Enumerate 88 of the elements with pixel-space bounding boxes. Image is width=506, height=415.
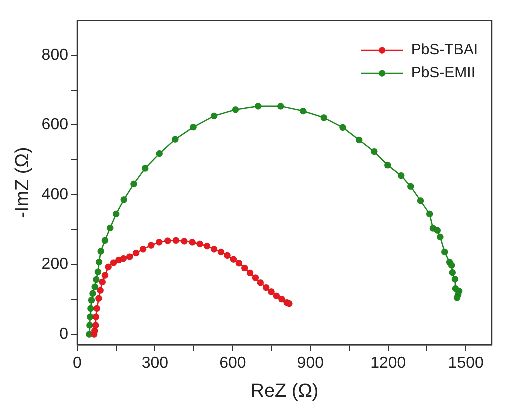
point xyxy=(96,258,103,266)
point xyxy=(262,284,270,292)
point xyxy=(106,224,114,232)
point xyxy=(448,262,456,270)
x-tick-label: 600 xyxy=(220,355,246,372)
point xyxy=(236,260,243,267)
x-axis-title: ReZ (Ω) xyxy=(250,380,319,402)
point xyxy=(120,255,128,262)
point xyxy=(417,197,424,204)
y-tick-label: 600 xyxy=(42,116,69,134)
y-axis-title: -ImZ (Ω) xyxy=(12,147,34,218)
point xyxy=(92,276,100,284)
point xyxy=(384,162,392,169)
point xyxy=(87,305,95,312)
point xyxy=(92,314,100,321)
point xyxy=(140,246,147,253)
point xyxy=(156,238,163,246)
point xyxy=(254,102,262,110)
point xyxy=(112,210,120,218)
point xyxy=(92,284,99,291)
y-tick-label: 800 xyxy=(42,46,69,64)
point xyxy=(94,305,101,312)
point xyxy=(218,248,225,256)
point xyxy=(277,102,284,110)
point xyxy=(441,248,448,256)
point xyxy=(252,274,260,282)
x-tick-label: 0 xyxy=(73,355,82,372)
point xyxy=(102,272,109,280)
point xyxy=(452,276,459,283)
point xyxy=(339,124,347,132)
point xyxy=(241,264,248,272)
y-tick-label: 400 xyxy=(42,186,69,204)
point xyxy=(190,124,198,131)
point xyxy=(99,278,106,286)
point xyxy=(188,238,196,246)
point xyxy=(180,238,188,245)
point xyxy=(86,322,94,330)
point xyxy=(454,294,461,302)
point xyxy=(210,246,218,253)
x-tick-label: 900 xyxy=(297,355,324,372)
point xyxy=(142,164,149,172)
point xyxy=(268,288,276,296)
point xyxy=(257,279,264,286)
point xyxy=(148,242,155,250)
point xyxy=(130,180,138,188)
point xyxy=(120,196,128,204)
point xyxy=(300,108,307,115)
point xyxy=(196,240,204,248)
point xyxy=(224,252,232,260)
point xyxy=(398,172,405,180)
point xyxy=(164,238,172,245)
point xyxy=(407,183,414,190)
point xyxy=(273,292,280,300)
x-tick-label: 1500 xyxy=(448,355,484,372)
point xyxy=(102,237,109,244)
point xyxy=(232,106,240,114)
point xyxy=(126,254,134,261)
point xyxy=(356,136,363,144)
legend-label: PbS-EMII xyxy=(411,64,476,82)
point xyxy=(246,270,254,277)
point xyxy=(426,210,434,218)
point xyxy=(204,242,211,250)
point xyxy=(132,250,140,257)
point xyxy=(105,264,112,271)
point xyxy=(98,248,105,256)
point xyxy=(449,269,456,276)
point xyxy=(94,268,102,276)
point xyxy=(436,234,444,241)
point xyxy=(370,148,378,156)
point xyxy=(95,295,103,302)
point xyxy=(172,237,180,244)
point xyxy=(92,322,100,330)
point xyxy=(110,259,118,267)
y-tick-label: 200 xyxy=(42,256,69,274)
x-tick-label: 1200 xyxy=(370,355,406,372)
point xyxy=(210,112,218,120)
point xyxy=(97,287,104,294)
point xyxy=(156,150,164,158)
point xyxy=(434,227,442,234)
point xyxy=(320,114,328,122)
point xyxy=(172,136,179,144)
point xyxy=(88,296,96,304)
legend-label: PbS-TBAI xyxy=(411,42,478,59)
point xyxy=(278,296,286,303)
point xyxy=(230,256,238,264)
x-tick-label: 300 xyxy=(142,355,169,372)
point xyxy=(89,290,97,298)
y-tick-label: 0 xyxy=(60,326,69,343)
